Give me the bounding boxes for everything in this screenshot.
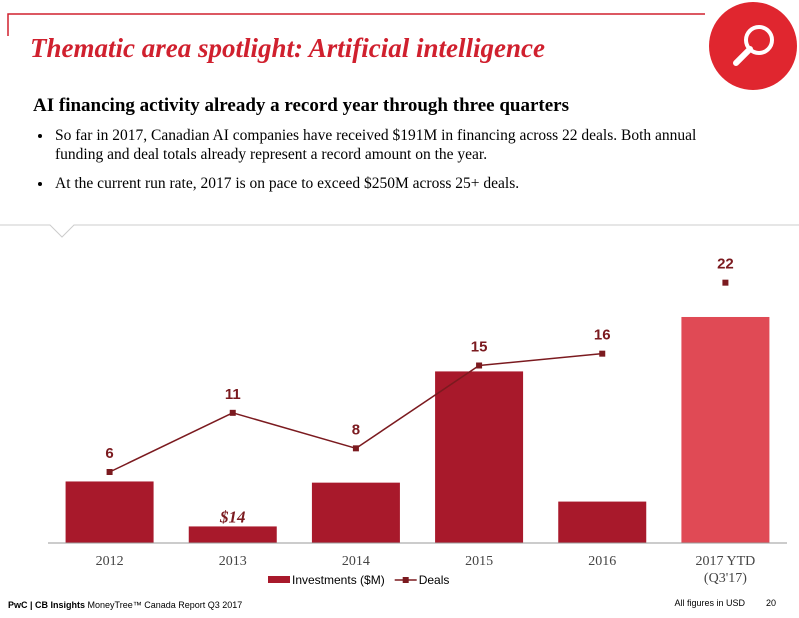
footer-report: MoneyTree™ Canada Report Q3 2017 <box>85 600 242 610</box>
bar-value-label: $145 <box>461 352 497 371</box>
legend-label: Investments ($M) <box>292 573 385 587</box>
footer-note: All figures in USD <box>674 598 745 608</box>
x-tick-line: (Q3'17) <box>704 571 747 586</box>
bullet-dot <box>38 182 42 186</box>
deals-marker <box>722 279 729 286</box>
deals-line <box>232 412 357 450</box>
bar-value-label: $14 <box>219 507 246 526</box>
x-tick-line: 2017 YTD <box>696 554 756 569</box>
deals-label: 22 <box>717 256 734 273</box>
bullet-dot <box>38 134 42 138</box>
deals-marker <box>229 409 236 416</box>
bar-value-label: $191 <box>707 298 742 317</box>
bar-value-label: $51 <box>342 464 369 483</box>
deals-line <box>479 352 603 367</box>
x-tick-line: 2014 <box>342 554 370 569</box>
deals-marker <box>599 350 606 357</box>
deals-label: 15 <box>471 339 488 356</box>
deals-label: 16 <box>594 327 611 344</box>
x-tick-label: 2015 <box>465 554 493 569</box>
bullet-line: funding and deal totals already represen… <box>55 146 487 163</box>
x-tick-label: 2014 <box>342 554 370 569</box>
bar <box>188 526 277 543</box>
deals-label: 6 <box>105 445 113 462</box>
x-tick-label: 2016 <box>588 554 616 569</box>
footer-brand: PwC | CB Insights <box>8 600 85 610</box>
bullets: So far in 2017, Canadian AI companies ha… <box>38 127 696 192</box>
bullet-text: So far in 2017, Canadian AI companies ha… <box>55 127 696 163</box>
legend-label: Deals <box>419 573 450 587</box>
x-tick-line: 2015 <box>465 554 493 569</box>
footer-source: PwC | CB Insights MoneyTree™ Canada Repo… <box>8 600 242 610</box>
chart: $52$14$51$145$35$19161181516222012201320… <box>48 256 787 587</box>
bar <box>681 316 770 543</box>
search-icon <box>733 25 774 66</box>
deals-marker <box>106 469 113 475</box>
x-tick-label: 2012 <box>96 554 124 569</box>
bar <box>435 371 524 543</box>
deals-marker <box>476 362 483 369</box>
deals-marker <box>352 445 359 452</box>
page-number: 20 <box>766 598 776 608</box>
x-tick-line: 2016 <box>588 554 616 569</box>
legend-marker <box>402 577 409 583</box>
bar <box>311 482 400 543</box>
deals-line <box>109 412 234 473</box>
deals-label: 11 <box>225 386 241 403</box>
bullet-line: So far in 2017, Canadian AI companies ha… <box>55 127 696 144</box>
x-tick-line: 2013 <box>219 554 247 569</box>
bullet-line: At the current run rate, 2017 is on pace… <box>55 175 519 192</box>
bar-value-label: $35 <box>589 483 616 502</box>
deals-line <box>355 364 480 449</box>
legend-swatch <box>268 576 290 583</box>
deals-label: 8 <box>352 421 360 438</box>
x-tick-label: 2013 <box>219 554 247 569</box>
bar <box>558 501 647 543</box>
divider <box>0 224 799 238</box>
x-tick-label: 2017 YTD (Q3'17) <box>696 554 756 586</box>
search-icon-bg <box>709 2 797 90</box>
x-tick-line: 2012 <box>96 554 124 569</box>
bullet-text: At the current run rate, 2017 is on pace… <box>55 175 519 192</box>
header-frame <box>7 13 705 36</box>
subtitle: AI financing activity already a record y… <box>33 95 569 116</box>
slide-title: Thematic area spotlight: Artificial inte… <box>30 33 545 63</box>
bar <box>65 481 154 543</box>
